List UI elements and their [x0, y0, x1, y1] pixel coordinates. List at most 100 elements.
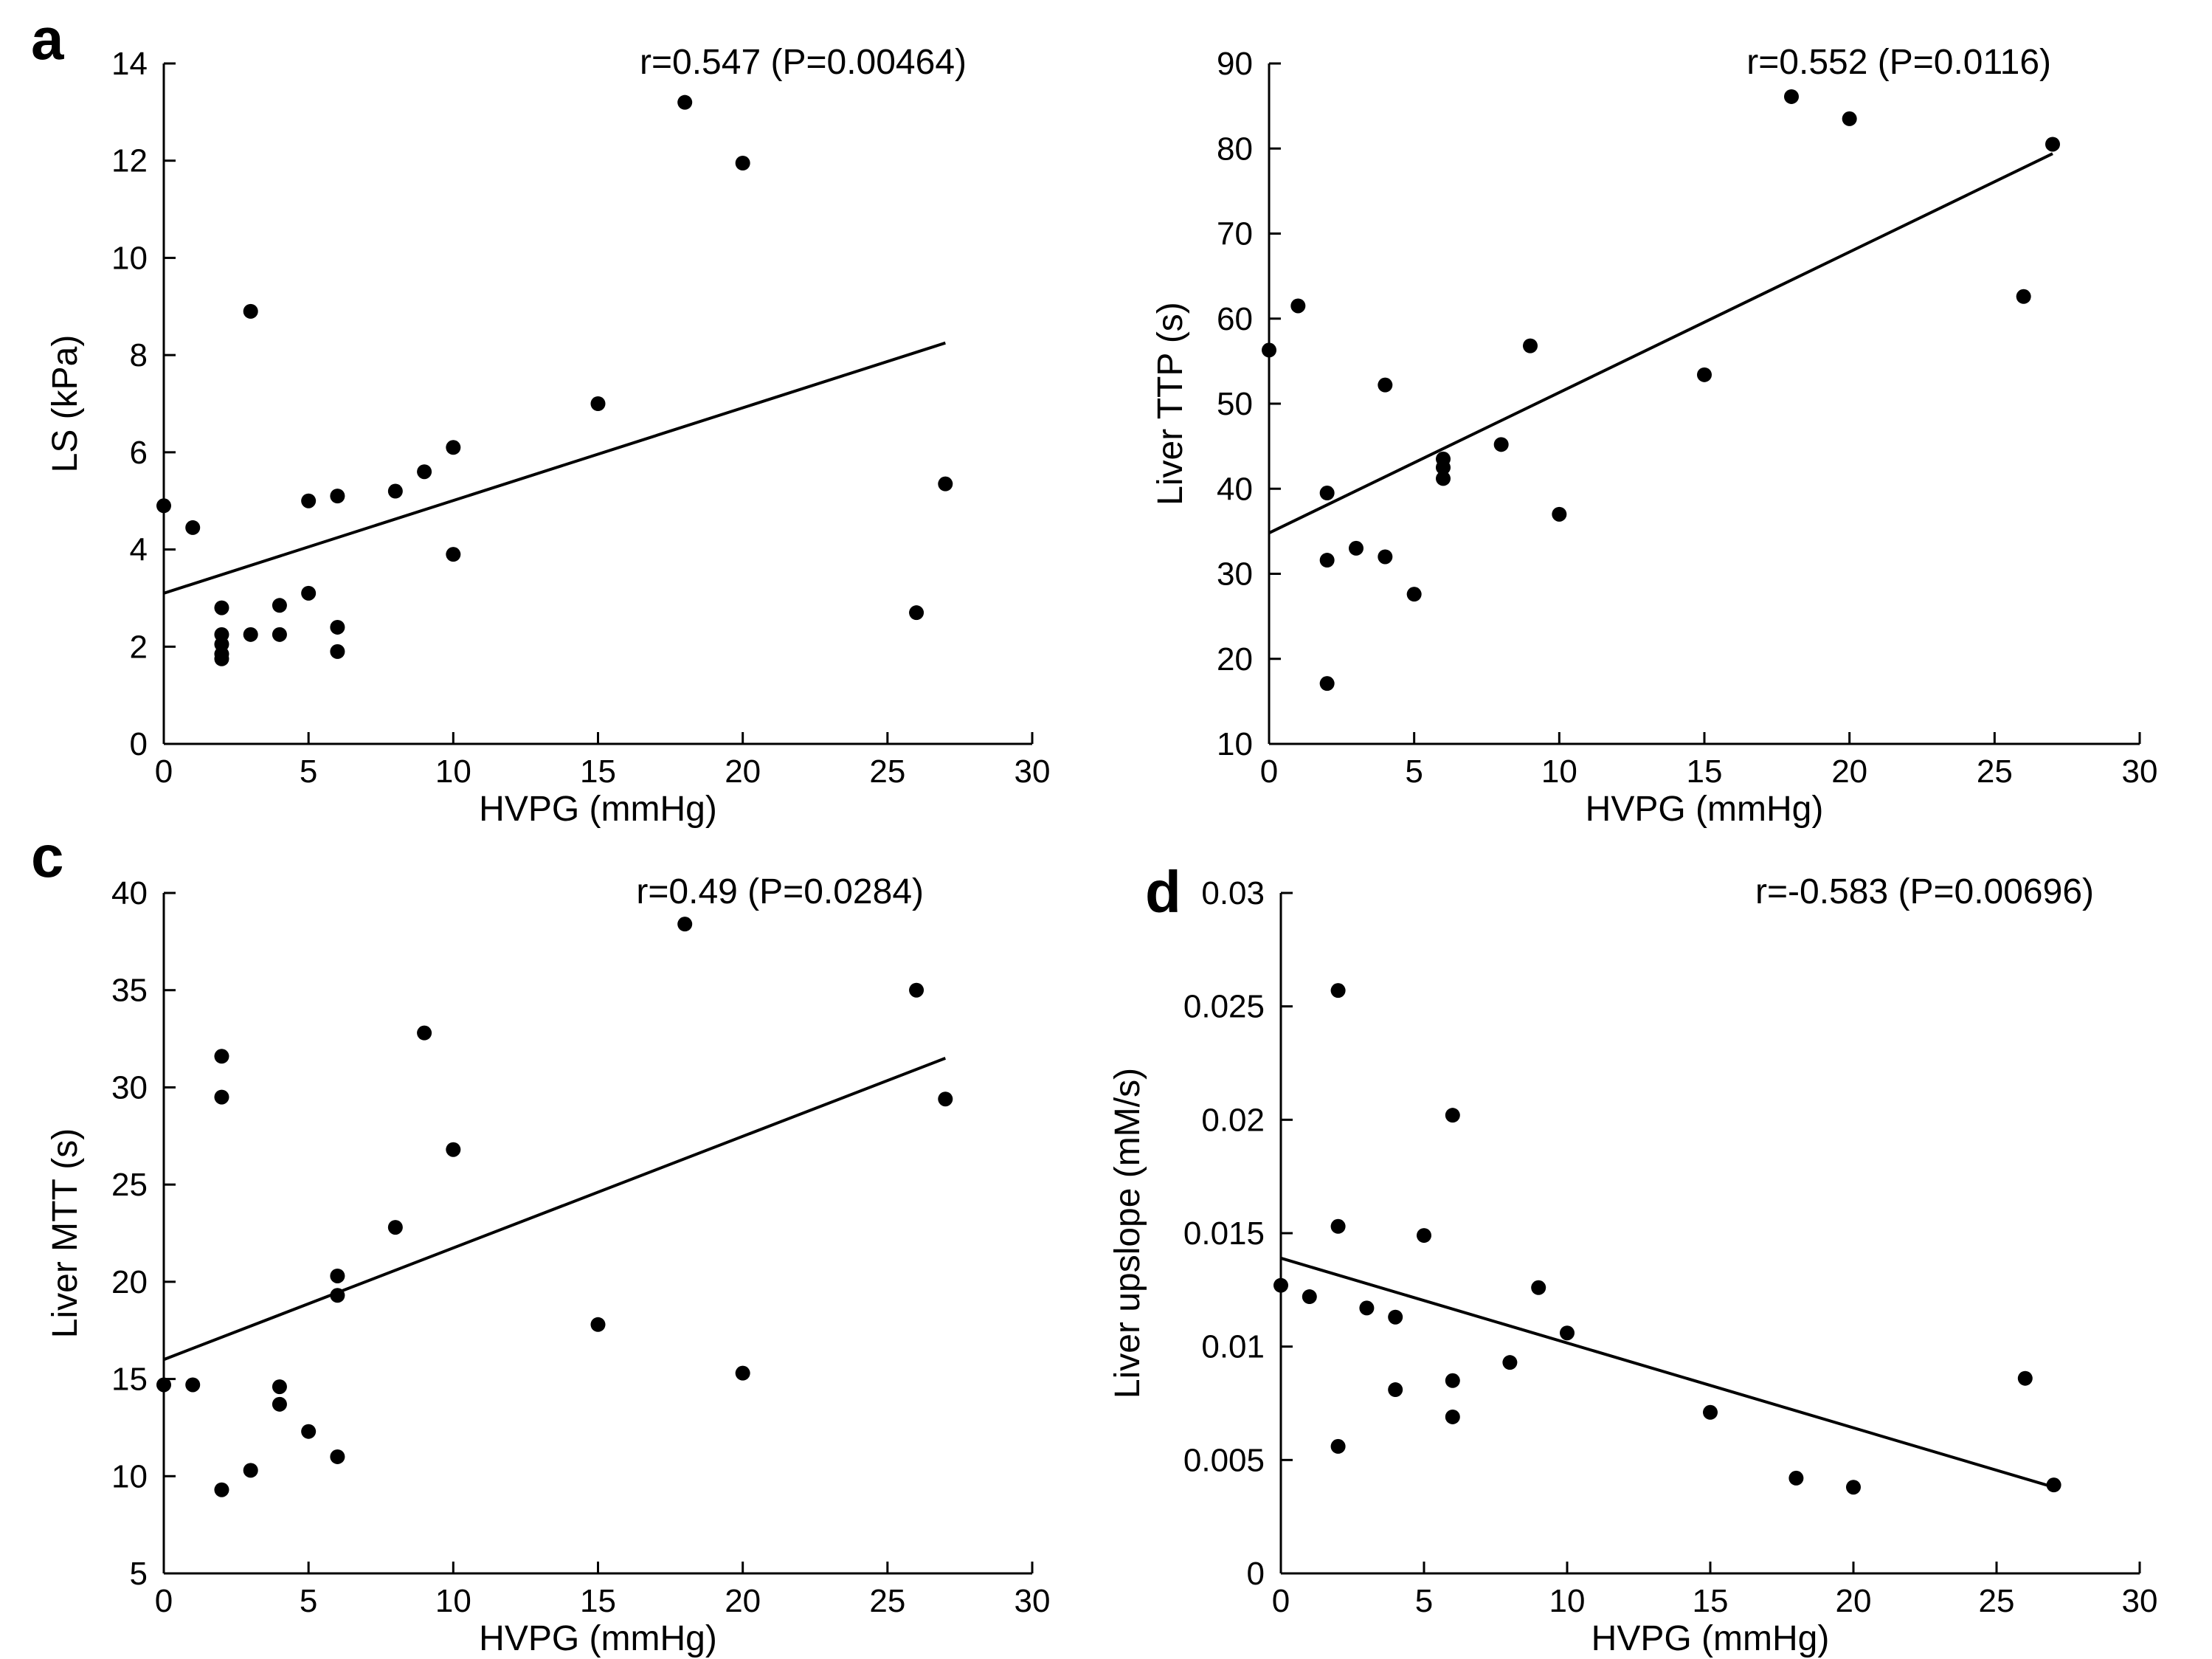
y-tick-label: 4 — [130, 532, 148, 568]
y-tick-label: 12 — [111, 143, 148, 179]
y-tick-label: 50 — [1217, 386, 1253, 422]
x-tick-label: 5 — [1415, 1583, 1433, 1619]
panel-letter: d — [1145, 859, 1181, 925]
regression-line — [1268, 152, 2053, 534]
data-point — [1493, 437, 1509, 452]
x-tick-label: 25 — [869, 753, 905, 790]
data-point — [301, 493, 317, 508]
data-point — [1378, 549, 1393, 565]
y-tick-label: 0.03 — [1201, 875, 1265, 911]
y-tick-label: 14 — [111, 46, 148, 82]
x-tick-label: 30 — [2122, 1583, 2158, 1619]
x-tick-label: 10 — [1541, 753, 1577, 790]
data-point — [156, 498, 171, 514]
data-point — [1319, 676, 1335, 691]
data-point — [1445, 1409, 1460, 1424]
data-point — [1417, 1228, 1431, 1244]
data-point — [417, 1025, 432, 1041]
y-tick-label: 10 — [111, 1458, 148, 1494]
data-point — [214, 1089, 229, 1105]
data-point — [330, 619, 345, 635]
x-tick-label: 20 — [725, 1583, 761, 1619]
y-tick-label: 0.005 — [1183, 1442, 1265, 1478]
y-tick-label: 70 — [1217, 216, 1253, 252]
data-point — [214, 600, 229, 615]
x-tick-label: 10 — [435, 753, 471, 790]
y-tick-label: 80 — [1217, 131, 1253, 167]
x-tick-label: 5 — [1405, 753, 1423, 790]
x-tick-label: 30 — [1015, 1583, 1051, 1619]
data-point — [909, 605, 924, 621]
data-point — [1788, 1470, 1804, 1486]
data-point — [677, 94, 693, 110]
x-tick-label: 20 — [725, 753, 761, 790]
y-tick-label: 15 — [111, 1362, 148, 1398]
data-point — [1302, 1289, 1317, 1305]
data-point — [1523, 338, 1538, 353]
x-tick-label: 15 — [1693, 1583, 1729, 1619]
x-tick-label: 30 — [2122, 753, 2158, 790]
data-point — [301, 585, 317, 601]
data-point — [446, 440, 461, 455]
x-tick-label: 15 — [580, 1583, 616, 1619]
y-tick-label: 30 — [111, 1069, 148, 1106]
data-point — [1330, 983, 1346, 998]
y-tick-label: 10 — [111, 240, 148, 276]
data-point — [1531, 1280, 1546, 1295]
data-point — [1552, 506, 1567, 522]
data-point — [387, 1220, 403, 1235]
data-point — [2046, 1477, 2061, 1493]
x-tick-label: 10 — [435, 1583, 471, 1619]
data-point — [938, 476, 953, 492]
data-point — [185, 1377, 201, 1393]
data-point — [185, 520, 201, 535]
chart-panel-0: 0 5 10 15 20 25 30 0 2 4 6 8 10 12 14 HVPG (mmHg) LS (kP… — [31, 6, 1050, 829]
data-point — [330, 489, 345, 504]
data-point — [243, 303, 258, 319]
y-tick-label: 0.02 — [1201, 1102, 1265, 1138]
y-tick-label: 0 — [1247, 1556, 1265, 1592]
x-tick-label: 25 — [1977, 753, 2013, 790]
data-point — [272, 627, 287, 642]
data-point — [243, 627, 258, 642]
data-point — [1330, 1438, 1346, 1454]
y-tick-label: 40 — [111, 875, 148, 911]
panel-letter: a — [31, 6, 64, 72]
data-point — [735, 156, 750, 171]
data-point — [1406, 587, 1422, 602]
data-point — [1262, 342, 1276, 358]
data-point — [590, 1317, 606, 1332]
x-tick-label: 20 — [1836, 1583, 1872, 1619]
regression-line — [163, 1057, 947, 1362]
data-point — [1560, 1325, 1575, 1341]
data-point — [446, 1142, 461, 1157]
y-axis-title: Liver TTP (s) — [1151, 302, 1190, 506]
data-point — [214, 1049, 229, 1064]
y-tick-label: 5 — [130, 1556, 148, 1592]
x-tick-label: 10 — [1549, 1583, 1586, 1619]
x-axis-title: HVPG (mmHg) — [479, 790, 717, 829]
data-point — [272, 598, 287, 613]
data-point — [1330, 1218, 1346, 1234]
data-point — [2016, 289, 2031, 304]
data-point — [156, 1377, 171, 1393]
y-axis-title: LS (kPa) — [46, 335, 85, 473]
x-tick-label: 5 — [300, 1583, 317, 1619]
x-tick-label: 0 — [155, 1583, 173, 1619]
y-tick-label: 0.025 — [1183, 989, 1265, 1025]
data-point — [938, 1091, 953, 1107]
data-point — [387, 483, 403, 499]
x-tick-label: 20 — [1831, 753, 1867, 790]
x-tick-label: 0 — [1260, 753, 1278, 790]
data-point — [330, 644, 345, 659]
data-point — [330, 1449, 345, 1464]
data-point — [417, 464, 432, 480]
y-tick-label: 10 — [1217, 726, 1253, 762]
data-point — [330, 1268, 345, 1283]
y-tick-label: 20 — [111, 1264, 148, 1300]
data-point — [1388, 1309, 1403, 1325]
x-tick-label: 15 — [580, 753, 616, 790]
y-tick-label: 25 — [111, 1167, 148, 1203]
